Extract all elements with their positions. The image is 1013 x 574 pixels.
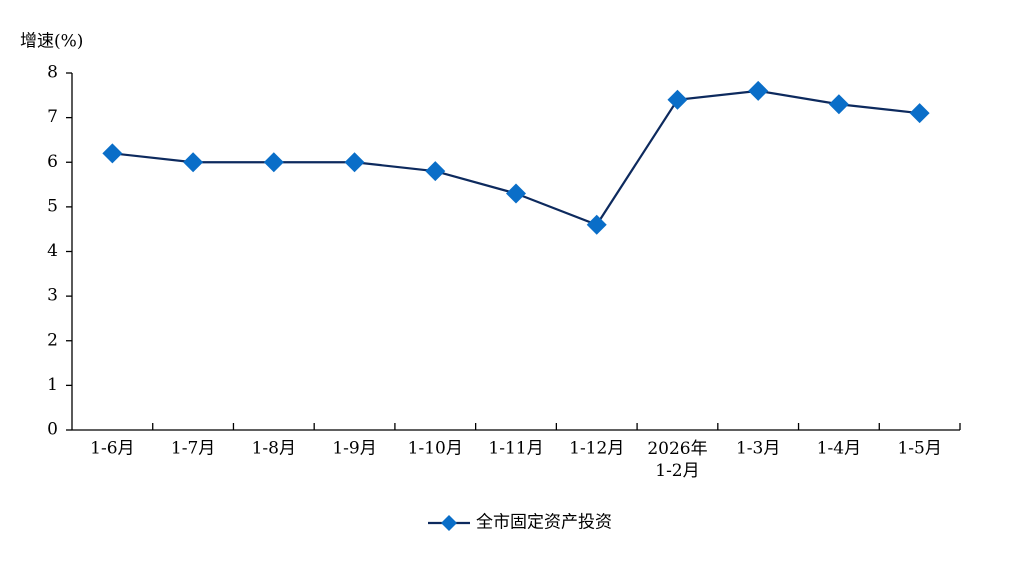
y-tick-label: 5 xyxy=(47,196,58,216)
marker xyxy=(667,89,688,110)
x-tick-label: 1-9月 xyxy=(332,439,376,459)
y-tick-label: 6 xyxy=(47,152,58,172)
x-tick-label: 1-10月 xyxy=(408,439,463,459)
marker xyxy=(183,152,204,173)
marker xyxy=(909,103,930,124)
marker xyxy=(344,152,365,173)
marker xyxy=(828,94,849,115)
y-tick-label: 2 xyxy=(47,330,58,350)
x-tick-label: 1-11月 xyxy=(488,439,543,459)
y-tick-label: 3 xyxy=(47,286,58,306)
marker xyxy=(263,152,284,173)
y-tick-label: 4 xyxy=(47,241,58,261)
marker xyxy=(102,143,123,164)
x-tick-label: 1-7月 xyxy=(171,439,215,459)
y-tick-label: 0 xyxy=(47,420,58,440)
x-tick-label: 2026年 1-2月 xyxy=(647,439,707,481)
x-tick-label: 1-3月 xyxy=(736,439,780,459)
marker xyxy=(425,161,446,182)
y-axis-label: 增速(%) xyxy=(20,32,83,52)
x-tick-label: 1-4月 xyxy=(817,439,861,459)
legend-marker xyxy=(441,515,457,531)
legend-label: 全市固定资产投资 xyxy=(476,513,612,533)
marker xyxy=(748,80,769,101)
marker xyxy=(586,214,607,235)
y-tick-label: 8 xyxy=(47,63,58,83)
marker xyxy=(506,183,526,204)
y-tick-label: 7 xyxy=(47,107,58,127)
x-tick-label: 1-5月 xyxy=(897,439,941,459)
y-tick-label: 1 xyxy=(47,375,58,395)
x-tick-label: 1-12月 xyxy=(569,439,624,459)
x-tick-label: 1-6月 xyxy=(90,439,134,459)
x-tick-label: 1-8月 xyxy=(252,439,296,459)
line xyxy=(112,89,920,227)
